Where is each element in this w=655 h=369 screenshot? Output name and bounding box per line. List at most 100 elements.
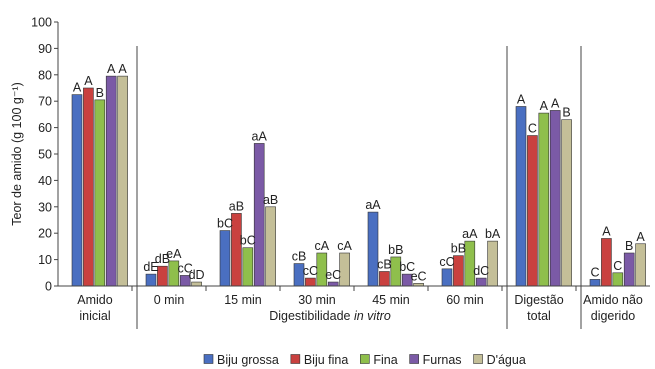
- bar: [191, 281, 202, 287]
- bar-label: B: [625, 239, 633, 253]
- bar-label: A: [517, 92, 526, 106]
- bar: [157, 265, 168, 287]
- legend: Biju grossa Biju fina Fina Furnas D'água: [203, 353, 526, 367]
- bar: [367, 211, 379, 287]
- bar-label: A: [84, 74, 93, 88]
- bar: [453, 255, 464, 287]
- category-label: 45 min: [372, 293, 410, 307]
- bar-label: dC: [473, 264, 489, 278]
- legend-entry: Biju fina: [304, 353, 349, 367]
- category-label: Digestão: [514, 293, 563, 307]
- legend-entry: Furnas: [423, 353, 462, 367]
- bar: [475, 277, 487, 287]
- legend-swatch: [473, 354, 483, 364]
- bar-label: aA: [365, 198, 381, 212]
- bar-label: dB: [155, 252, 170, 266]
- bar: [379, 271, 390, 287]
- bar: [265, 206, 276, 287]
- category-label: 15 min: [224, 293, 262, 307]
- bar-label: aA: [462, 227, 478, 241]
- bar-label: aB: [263, 193, 278, 207]
- legend-swatch: [360, 354, 370, 364]
- bar: [145, 273, 157, 287]
- x-axis: Amido inicial 0 min 15 min 30 min 45 min 60 mi…: [58, 285, 650, 323]
- bar: [515, 106, 527, 287]
- bar: [538, 112, 550, 287]
- bar: [117, 75, 128, 287]
- bar-label: A: [636, 230, 645, 244]
- bar-label: bB: [388, 243, 403, 257]
- bar: [441, 268, 453, 287]
- y-tick-label: 50: [38, 148, 52, 162]
- bar-label: A: [551, 96, 560, 110]
- legend-swatch: [290, 354, 301, 364]
- y-tick-label: 20: [38, 227, 52, 241]
- category-label: digerido: [591, 309, 636, 323]
- category-label: 0 min: [154, 293, 185, 307]
- bar-label: eC: [411, 269, 427, 283]
- legend-entry: D'água: [487, 353, 526, 367]
- category-label: Amido: [77, 293, 112, 307]
- y-tick-label: 70: [38, 95, 52, 109]
- bar-label: C: [590, 265, 599, 279]
- bar: [601, 238, 612, 287]
- bar-label: A: [118, 62, 127, 76]
- bar: [635, 243, 646, 287]
- legend-entry: Fina: [373, 353, 397, 367]
- category-label: total: [527, 309, 551, 323]
- y-tick-label: 80: [38, 68, 52, 82]
- bar-label: cA: [337, 239, 352, 253]
- bar-label: cB: [292, 250, 307, 264]
- bar-label: eC: [325, 268, 341, 282]
- category-label: inicial: [79, 309, 110, 323]
- bar: [94, 99, 106, 287]
- bars: [71, 75, 646, 287]
- bar: [561, 119, 572, 287]
- bar: [253, 143, 265, 287]
- bar-label: A: [540, 99, 549, 113]
- y-axis-title: Teor de amido (g 100 g⁻¹): [10, 82, 24, 225]
- bar-label: bC: [240, 234, 256, 248]
- bar-label: aA: [252, 129, 268, 143]
- bar-label: C: [613, 259, 622, 273]
- bar-label: eA: [166, 247, 182, 261]
- bar: [71, 94, 83, 287]
- x-axis-title: Digestibilidade in vitro: [269, 309, 391, 323]
- bar-label: cC: [439, 255, 454, 269]
- category-label: 60 min: [446, 293, 484, 307]
- bar-label: A: [602, 224, 611, 238]
- bar: [549, 110, 561, 287]
- bar-label: cA: [315, 239, 330, 253]
- legend-swatch: [409, 354, 419, 364]
- y-tick-label: 0: [45, 280, 52, 294]
- y-tick-label: 30: [38, 200, 52, 214]
- legend-swatch: [203, 354, 214, 364]
- bar-label: C: [528, 122, 537, 136]
- y-tick-label: 40: [38, 174, 52, 188]
- bar: [219, 230, 231, 287]
- y-tick-label: 90: [38, 42, 52, 56]
- y-tick-label: 60: [38, 121, 52, 135]
- bar-label: B: [96, 86, 104, 100]
- bar-label: bA: [485, 227, 501, 241]
- category-label: Amido não: [583, 293, 643, 307]
- bar: [327, 281, 339, 287]
- y-tick-label: 100: [31, 16, 52, 30]
- bar: [83, 87, 94, 287]
- bar-label: bB: [451, 242, 466, 256]
- bar-label: bC: [399, 260, 415, 274]
- bar-label: aB: [229, 199, 244, 213]
- bar-label: A: [73, 81, 82, 95]
- bar-label: dD: [189, 268, 205, 282]
- bar: [623, 252, 635, 287]
- bar-label: bC: [217, 217, 233, 231]
- bar: [589, 279, 601, 287]
- bar-label: cC: [178, 261, 193, 275]
- category-label: 30 min: [298, 293, 336, 307]
- bar-label: A: [107, 62, 116, 76]
- bar: [527, 135, 538, 287]
- group-separators: [131, 46, 582, 329]
- bar: [105, 75, 117, 287]
